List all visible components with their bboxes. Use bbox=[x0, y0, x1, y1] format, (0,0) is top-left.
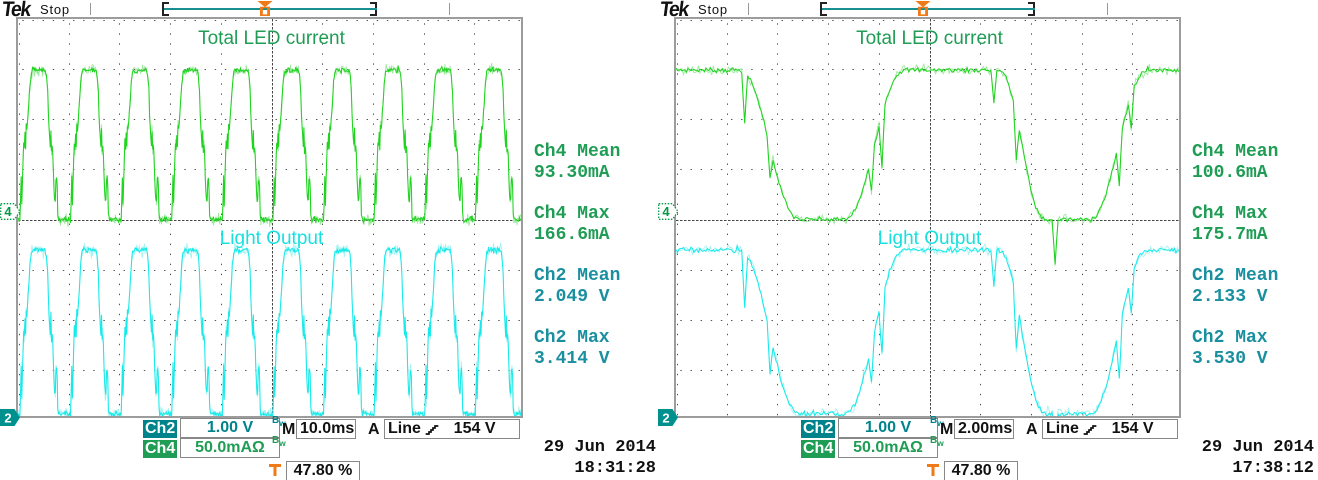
svg-text:4: 4 bbox=[4, 204, 12, 219]
svg-text:4: 4 bbox=[662, 204, 670, 219]
